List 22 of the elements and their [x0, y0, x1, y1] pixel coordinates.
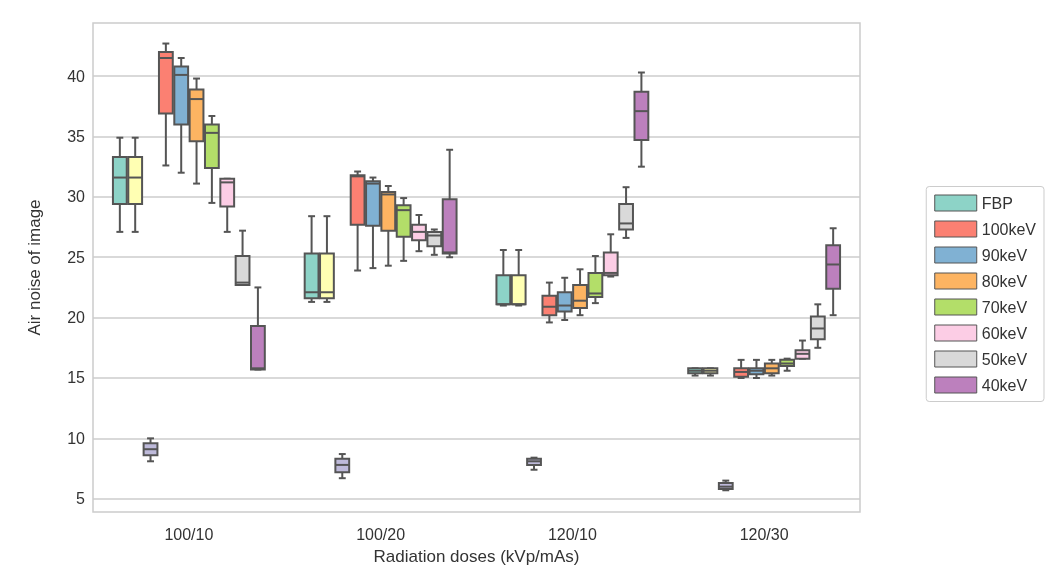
y-tick-label: 25 [67, 248, 86, 266]
y-tick-label: 10 [67, 429, 86, 447]
x-tick-label: 120/30 [739, 525, 789, 543]
y-tick-label: 5 [76, 490, 86, 508]
x-axis-title: Radiation doses (kVp/mAs) [373, 547, 580, 566]
y-tick-label: 20 [67, 309, 86, 327]
legend-label: 80keV [981, 272, 1028, 290]
y-axis-title: Air noise of image [25, 199, 44, 336]
legend-label: 40keV [981, 376, 1028, 394]
x-tick-label: 120/10 [547, 525, 597, 543]
legend-label: 60keV [981, 324, 1028, 342]
legend-label: 70keV [981, 298, 1028, 316]
y-tick-label: 40 [67, 67, 86, 85]
legend-label: FBP [981, 194, 1013, 212]
y-tick-label: 35 [67, 128, 86, 145]
y-tick-label: 30 [67, 188, 86, 206]
legend-label: 90keV [981, 246, 1028, 264]
legend-label: 100keV [981, 220, 1037, 238]
x-tick-label: 100/10 [164, 525, 214, 543]
y-tick-label: 15 [67, 369, 86, 387]
legend-label: 50keV [981, 350, 1028, 368]
x-tick-label: 100/20 [356, 525, 406, 543]
